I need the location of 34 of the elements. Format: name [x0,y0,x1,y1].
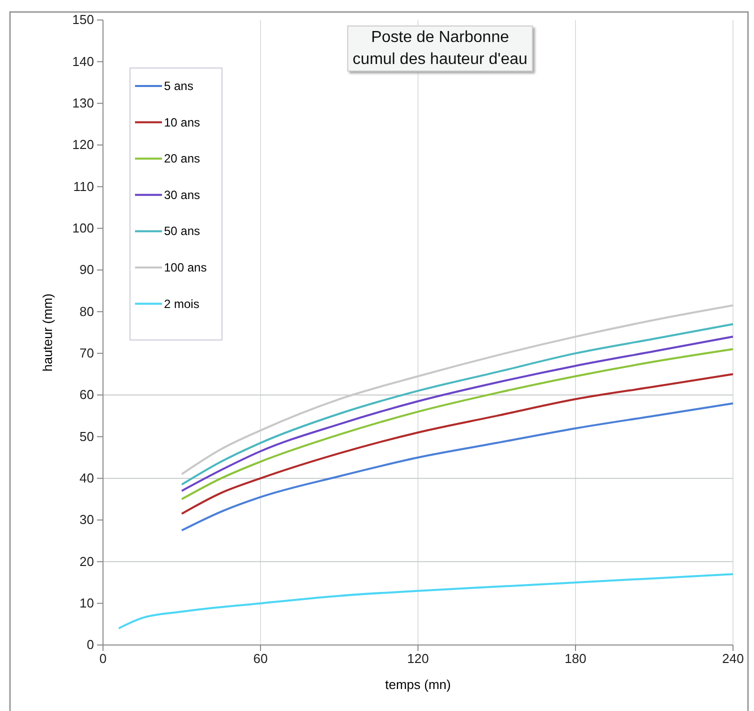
y-axis-title: hauteur (mm) [40,293,55,372]
legend-label: 5 ans [164,79,194,93]
y-tick-label: 50 [80,428,94,444]
text: Poste de Narbonne cumul des hauteur d'eau [352,29,528,68]
y-tick-label: 40 [80,470,94,486]
line-series [180,402,734,532]
legend-label: 100 ans [164,260,207,274]
legend-label: 20 ans [164,152,200,166]
y-tick-label: 0 [86,637,94,652]
y-tick-label: 60 [80,387,94,402]
y-tick-label: 80 [80,304,94,319]
x-tick-label: 240 [722,651,744,666]
legend-label: 30 ans [164,188,200,202]
legend-label: 10 ans [164,115,200,130]
x-axis-title: temps (mn) [385,677,451,692]
y-tick-label: 120 [72,137,94,152]
x-tick-label: 120 [407,651,429,666]
legend-label: 2 mois [164,296,200,311]
y-tick-label: 10 [80,595,94,610]
legend-label: 50 ans [164,224,200,238]
line-series [180,373,734,515]
y-tick-label: 100 [72,220,94,236]
x-tick-label: 60 [253,651,268,666]
line-series [118,573,734,630]
y-tick-label: 140 [72,54,94,69]
y-tick-label: 30 [80,512,94,528]
y-tick-label: 20 [80,554,94,569]
y-tick-label: 130 [72,95,94,110]
y-tick-label: 70 [80,345,94,360]
x-tick-label: 0 [99,651,107,666]
y-tick-label: 90 [80,262,94,278]
x-tick-label: 180 [564,651,586,666]
y-tick-label: 150 [72,12,94,28]
y-tick-label: 110 [73,178,94,194]
